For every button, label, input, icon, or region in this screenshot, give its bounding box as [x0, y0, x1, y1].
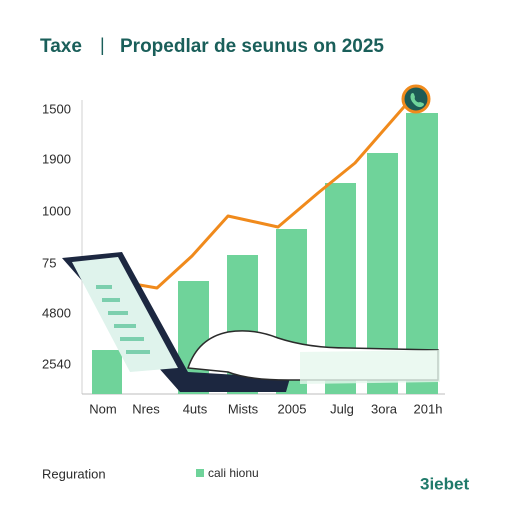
header-separator: | — [100, 35, 105, 55]
y-label: 1500 — [42, 101, 71, 116]
y-label: 1000 — [42, 203, 71, 218]
phone-glyph — [410, 93, 424, 108]
header-left: Taxe — [40, 36, 82, 57]
x-label: Nres — [132, 401, 160, 416]
legend-label: cali hionu — [208, 466, 259, 480]
sleeve — [300, 350, 440, 384]
bar — [406, 113, 438, 394]
x-label: Nom — [89, 401, 116, 416]
header-title: Propedlar de seunus on 2025 — [120, 36, 384, 57]
bar — [92, 350, 122, 394]
y-label: 75 — [42, 255, 56, 270]
x-label: 201h — [414, 401, 443, 416]
phone-icon — [401, 84, 431, 114]
y-label: 1900 — [42, 151, 71, 166]
y-label: 4800 — [42, 305, 71, 320]
legend-swatch — [196, 469, 204, 477]
screen-rows — [96, 285, 150, 354]
trend-line — [127, 99, 412, 290]
brand: 3iebet — [420, 474, 469, 493]
x-label: Mists — [228, 401, 259, 416]
x-label: 3ora — [371, 401, 398, 416]
x-label: 4uts — [183, 401, 208, 416]
y-label: 2540 — [42, 356, 71, 371]
x-label: Julg — [330, 401, 354, 416]
x-label: 2005 — [278, 401, 307, 416]
footer-left: Reguration — [42, 466, 106, 481]
